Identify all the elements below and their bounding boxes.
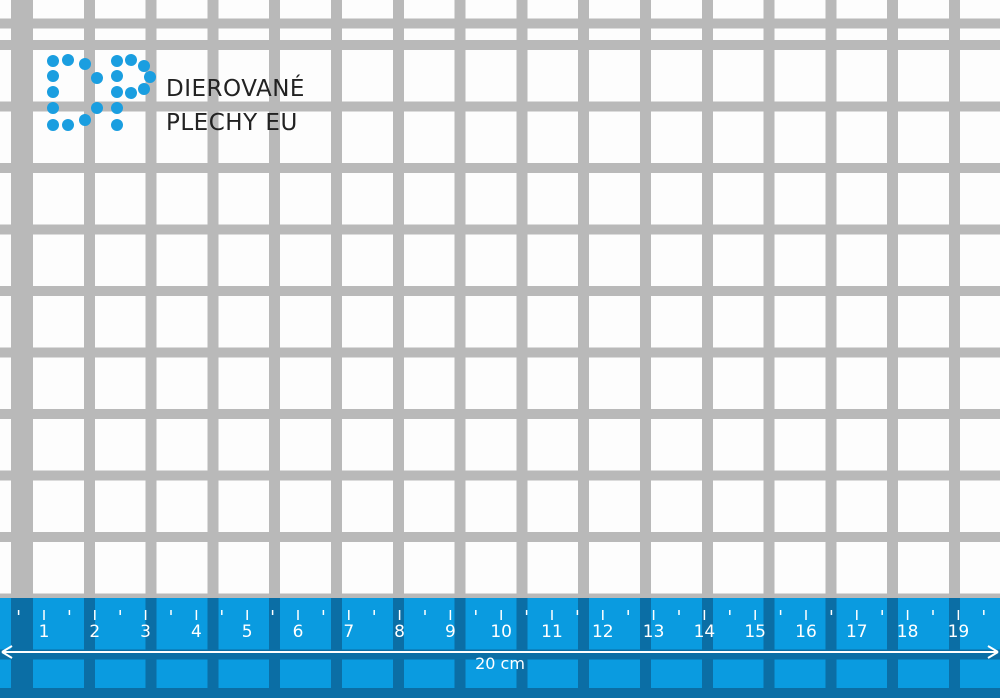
logo-dot bbox=[138, 60, 150, 72]
ruler-scale: 1 2 3 4 5 6 7 8 9 10 11 12 13 14 15 16 17 18 19 20 cm bbox=[0, 598, 1000, 698]
ruler-label: 3 bbox=[140, 622, 152, 642]
logo-dot bbox=[47, 119, 59, 131]
logo-dot bbox=[91, 102, 103, 114]
ruler-label: 15 bbox=[744, 622, 767, 642]
logo-dot bbox=[62, 54, 74, 66]
dp-logo-icon bbox=[47, 54, 156, 131]
logo-dot bbox=[125, 54, 137, 66]
logo-dot bbox=[125, 87, 137, 99]
ruler-label: 18 bbox=[896, 622, 919, 642]
logo-dot bbox=[111, 55, 123, 67]
logo-dot bbox=[111, 86, 123, 98]
ruler-label: 19 bbox=[947, 622, 970, 642]
ruler-label: 7 bbox=[343, 622, 355, 642]
logo-dot bbox=[79, 114, 91, 126]
ruler-label: 9 bbox=[444, 622, 456, 642]
ruler-label: 17 bbox=[845, 622, 868, 642]
logo-dot bbox=[144, 71, 156, 83]
logo-dot bbox=[111, 70, 123, 82]
logo-dot bbox=[47, 55, 59, 67]
logo-dot bbox=[47, 102, 59, 114]
ruler-label: 4 bbox=[190, 622, 202, 642]
brand-line-2: PLECHY EU bbox=[166, 110, 298, 136]
brand-line-1: DIEROVANÉ bbox=[166, 76, 305, 102]
ruler-label: 5 bbox=[241, 622, 253, 642]
ruler-length-label: 20 cm bbox=[475, 654, 525, 673]
ruler-label: 2 bbox=[89, 622, 101, 642]
logo-dot bbox=[47, 70, 59, 82]
ruler-ticks bbox=[1, 610, 999, 659]
logo-dot bbox=[62, 119, 74, 131]
ruler-label: 13 bbox=[642, 622, 665, 642]
ruler-label: 12 bbox=[591, 622, 614, 642]
ruler-label: 10 bbox=[490, 622, 513, 642]
logo-dot bbox=[79, 58, 91, 70]
ruler-label: 1 bbox=[38, 622, 50, 642]
logo-dot bbox=[91, 72, 103, 84]
logo-dot bbox=[111, 102, 123, 114]
logo-dot bbox=[138, 83, 150, 95]
ruler-label: 16 bbox=[795, 622, 817, 642]
length-arrow bbox=[1, 645, 999, 659]
ruler-label: 14 bbox=[693, 622, 716, 642]
ruler-label: 6 bbox=[292, 622, 304, 642]
ruler-label: 11 bbox=[541, 622, 563, 642]
logo-dot bbox=[47, 86, 59, 98]
ruler-label: 8 bbox=[394, 622, 406, 642]
logo-dot bbox=[111, 119, 123, 131]
